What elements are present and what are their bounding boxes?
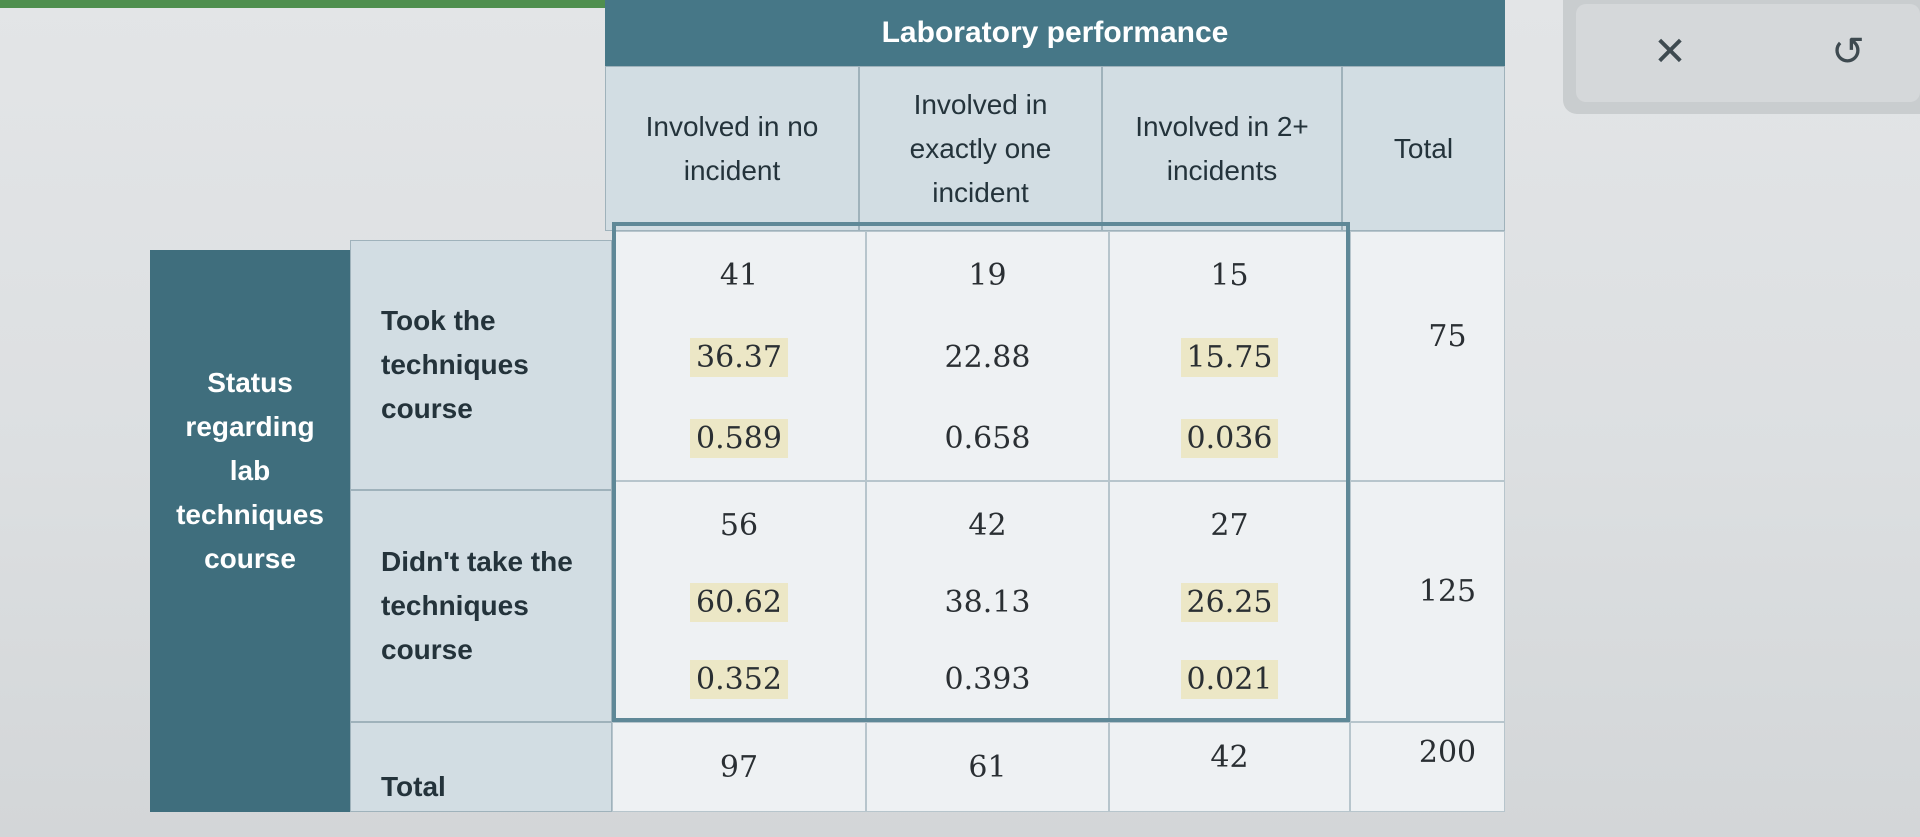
observed-value: 56 <box>719 508 759 543</box>
cell-took-two-plus-incidents: 15 15.75 0.036 <box>1109 231 1350 481</box>
super-header-laboratory-performance: Laboratory performance <box>605 0 1505 66</box>
column-header-exactly-one-incident: Involved in exactly one incident <box>859 66 1102 231</box>
expected-value: 26.25 <box>1180 583 1279 622</box>
expected-value: 36.37 <box>690 337 788 377</box>
cell-took-no-incident: 41 36.37 0.589 <box>612 231 866 481</box>
total-one-incident: 61 <box>866 722 1109 812</box>
row-group-label: Status regarding lab techniques course <box>150 250 350 812</box>
expected-value: 38.13 <box>944 585 1031 620</box>
component-value: 0.589 <box>690 419 788 458</box>
top-color-strip <box>0 0 640 8</box>
observed-value: 15 <box>1210 258 1249 293</box>
expected-value: 15.75 <box>1180 337 1279 377</box>
cell-didnt-two-plus-incidents: 27 26.25 0.021 <box>1109 481 1350 722</box>
observed-value: 42 <box>968 508 1007 543</box>
cell-didnt-one-incident: 42 38.13 0.393 <box>866 481 1109 722</box>
row-header-didnt-take-course: Didn't take the techniques course <box>350 490 612 722</box>
total-two-plus-incidents: 42 <box>1109 722 1350 812</box>
cell-didnt-total: 125 <box>1350 481 1505 722</box>
observed-value: 27 <box>1210 508 1249 543</box>
cell-took-one-incident: 19 22.88 0.658 <box>866 231 1109 481</box>
expected-value: 22.88 <box>944 339 1031 375</box>
component-value: 0.393 <box>944 662 1031 697</box>
observed-value: 19 <box>968 258 1007 293</box>
column-header-two-plus-incidents: Involved in 2+ incidents <box>1102 66 1342 231</box>
total-grand: 200 <box>1350 722 1505 812</box>
component-value: 0.021 <box>1180 660 1279 699</box>
cell-took-total: 75 <box>1350 231 1505 481</box>
toolbar-panel-inner <box>1576 4 1920 102</box>
total-no-incident: 97 <box>612 722 866 812</box>
column-header-no-incident: Involved in no incident <box>605 66 859 231</box>
component-value: 0.352 <box>690 660 788 699</box>
component-value: 0.036 <box>1180 419 1279 458</box>
expected-value: 60.62 <box>690 583 788 622</box>
column-header-total: Total <box>1342 66 1505 231</box>
observed-value: 41 <box>719 258 759 293</box>
row-header-took-course: Took the techniques course <box>350 240 612 490</box>
close-icon[interactable]: ✕ <box>1653 29 1687 75</box>
component-value: 0.658 <box>944 421 1031 456</box>
cell-didnt-no-incident: 56 60.62 0.352 <box>612 481 866 722</box>
reset-icon[interactable]: ↺ <box>1831 29 1865 75</box>
row-header-total: Total <box>350 722 612 812</box>
